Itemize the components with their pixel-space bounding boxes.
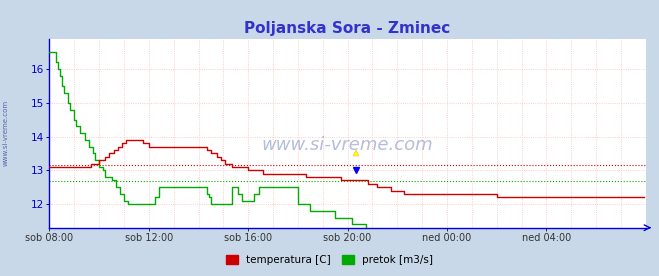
Legend: temperatura [C], pretok [m3/s]: temperatura [C], pretok [m3/s] bbox=[221, 251, 438, 269]
Title: Poljanska Sora - Zminec: Poljanska Sora - Zminec bbox=[244, 21, 451, 36]
Text: www.si-vreme.com: www.si-vreme.com bbox=[2, 99, 9, 166]
Text: www.si-vreme.com: www.si-vreme.com bbox=[262, 136, 434, 153]
